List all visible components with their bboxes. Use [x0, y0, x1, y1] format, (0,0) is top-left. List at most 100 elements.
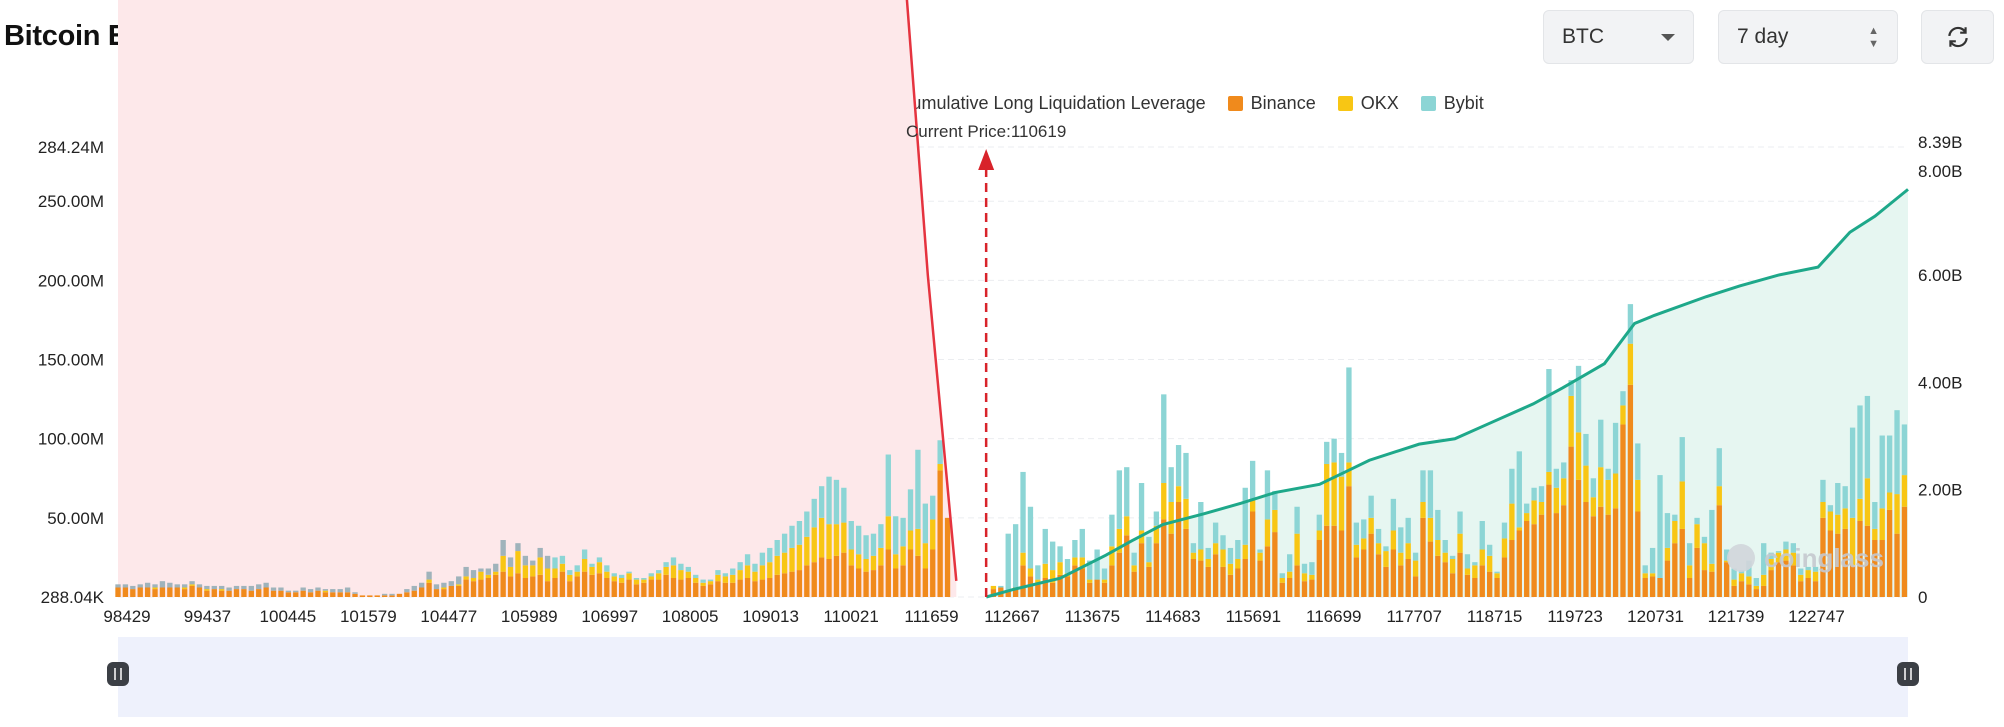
- bar-binance: [1175, 502, 1182, 597]
- bar-okx: [1442, 552, 1448, 563]
- bar-binance: [1716, 505, 1722, 597]
- bar-binance: [515, 573, 521, 597]
- bar-binance: [752, 581, 758, 597]
- bar-bybit: [685, 566, 691, 572]
- bar-bybit: [1501, 522, 1508, 539]
- bar-okx: [759, 565, 766, 580]
- time-range-select[interactable]: 7 day ▲ ▼: [1718, 10, 1898, 64]
- x-tick-label: 104477: [420, 607, 477, 626]
- bar-binance: [537, 574, 543, 597]
- bar-binance: [293, 592, 299, 597]
- bar-binance: [878, 565, 884, 597]
- bar-bybit: [1672, 514, 1678, 522]
- bar-binance: [567, 581, 573, 597]
- coin-select[interactable]: BTC: [1543, 10, 1694, 64]
- bar-bybit: [1805, 566, 1811, 571]
- zoom-handle-right[interactable]: [1897, 662, 1919, 686]
- bar-binance: [1694, 547, 1700, 597]
- bar-binance: [1405, 559, 1411, 597]
- bar-binance: [1546, 484, 1552, 597]
- bar-binance: [1605, 514, 1611, 597]
- bar-bybit: [1516, 451, 1522, 528]
- x-tick-label: 116699: [1306, 607, 1361, 626]
- zoom-handle-left[interactable]: [107, 662, 129, 686]
- bar-bybit: [1146, 536, 1152, 563]
- bar-okx: [1205, 559, 1211, 567]
- bar-binance: [841, 552, 847, 597]
- bar-binance: [1361, 549, 1367, 597]
- bar-okx: [1531, 500, 1537, 525]
- bar-bybit: [1605, 468, 1611, 480]
- legend-bybit[interactable]: Bybit: [1420, 93, 1484, 114]
- bar-bybit: [1583, 433, 1589, 466]
- bar-okx: [818, 517, 825, 558]
- bar-okx: [1338, 476, 1345, 531]
- bar-okx: [1686, 565, 1693, 579]
- bar-binance: [433, 589, 440, 597]
- bar-bybit: [1694, 517, 1700, 525]
- bar-okx: [204, 589, 210, 591]
- refresh-button[interactable]: [1921, 10, 1994, 64]
- bar-bybit: [478, 568, 484, 572]
- bar-bybit: [937, 440, 943, 465]
- bar-binance: [863, 571, 869, 597]
- bar-bybit: [670, 557, 677, 566]
- bar-binance: [1124, 535, 1130, 597]
- bar-okx: [789, 547, 795, 572]
- bar-bybit: [115, 584, 121, 588]
- bar-bybit: [774, 540, 780, 556]
- bar-okx: [1664, 547, 1671, 561]
- bar-binance: [1709, 571, 1715, 597]
- bar-bybit: [1198, 502, 1204, 550]
- bar-bybit: [530, 560, 536, 566]
- bar-bybit: [1524, 503, 1530, 514]
- bar-bybit: [1724, 549, 1730, 561]
- bar-okx: [1538, 502, 1545, 515]
- bar-binance: [937, 470, 943, 597]
- bar-binance: [1131, 571, 1137, 597]
- bar-binance: [159, 587, 166, 597]
- bar-okx: [1412, 560, 1419, 577]
- bar-bybit: [352, 592, 358, 594]
- short-liquidation-line: [985, 188, 1909, 599]
- bar-binance: [1524, 521, 1530, 597]
- bar-binance: [1146, 566, 1152, 597]
- bar-okx: [1509, 503, 1515, 541]
- bar-bybit: [789, 525, 795, 548]
- bar-bybit: [596, 557, 603, 563]
- bar-bybit: [1057, 546, 1063, 563]
- bar-bybit: [1575, 365, 1582, 433]
- bar-bybit: [1035, 565, 1041, 580]
- bar-okx: [737, 570, 743, 580]
- bar-binance: [641, 582, 647, 597]
- bar-bybit: [522, 555, 529, 566]
- bar-bybit: [500, 540, 506, 556]
- bar-okx: [1524, 513, 1530, 522]
- bar-binance: [1272, 532, 1278, 597]
- bar-bybit: [678, 563, 684, 571]
- bar-binance: [1894, 533, 1900, 597]
- bar-binance: [737, 579, 743, 597]
- bar-binance: [1079, 568, 1085, 597]
- bar-binance: [544, 581, 551, 597]
- legend-label: Bybit: [1443, 93, 1484, 113]
- bar-bybit: [648, 573, 654, 577]
- bar-bybit: [1568, 380, 1574, 396]
- bar-okx: [678, 570, 684, 580]
- bar-binance: [493, 574, 499, 597]
- bar-binance: [1220, 566, 1226, 597]
- legend-binance[interactable]: Binance: [1227, 93, 1316, 114]
- bar-okx: [1546, 471, 1552, 485]
- bar-bybit: [1383, 546, 1389, 552]
- bar-binance: [1190, 559, 1197, 597]
- bar-okx: [893, 554, 899, 569]
- bar-bybit: [1257, 549, 1263, 553]
- bar-binance: [700, 585, 706, 597]
- bar-binance: [426, 582, 432, 597]
- bar-binance: [1242, 559, 1248, 597]
- legend-okx[interactable]: OKX: [1337, 93, 1399, 114]
- bar-okx: [1694, 524, 1700, 548]
- bar-binance: [1568, 446, 1574, 597]
- bar-okx: [181, 587, 188, 590]
- bar-binance: [833, 555, 840, 597]
